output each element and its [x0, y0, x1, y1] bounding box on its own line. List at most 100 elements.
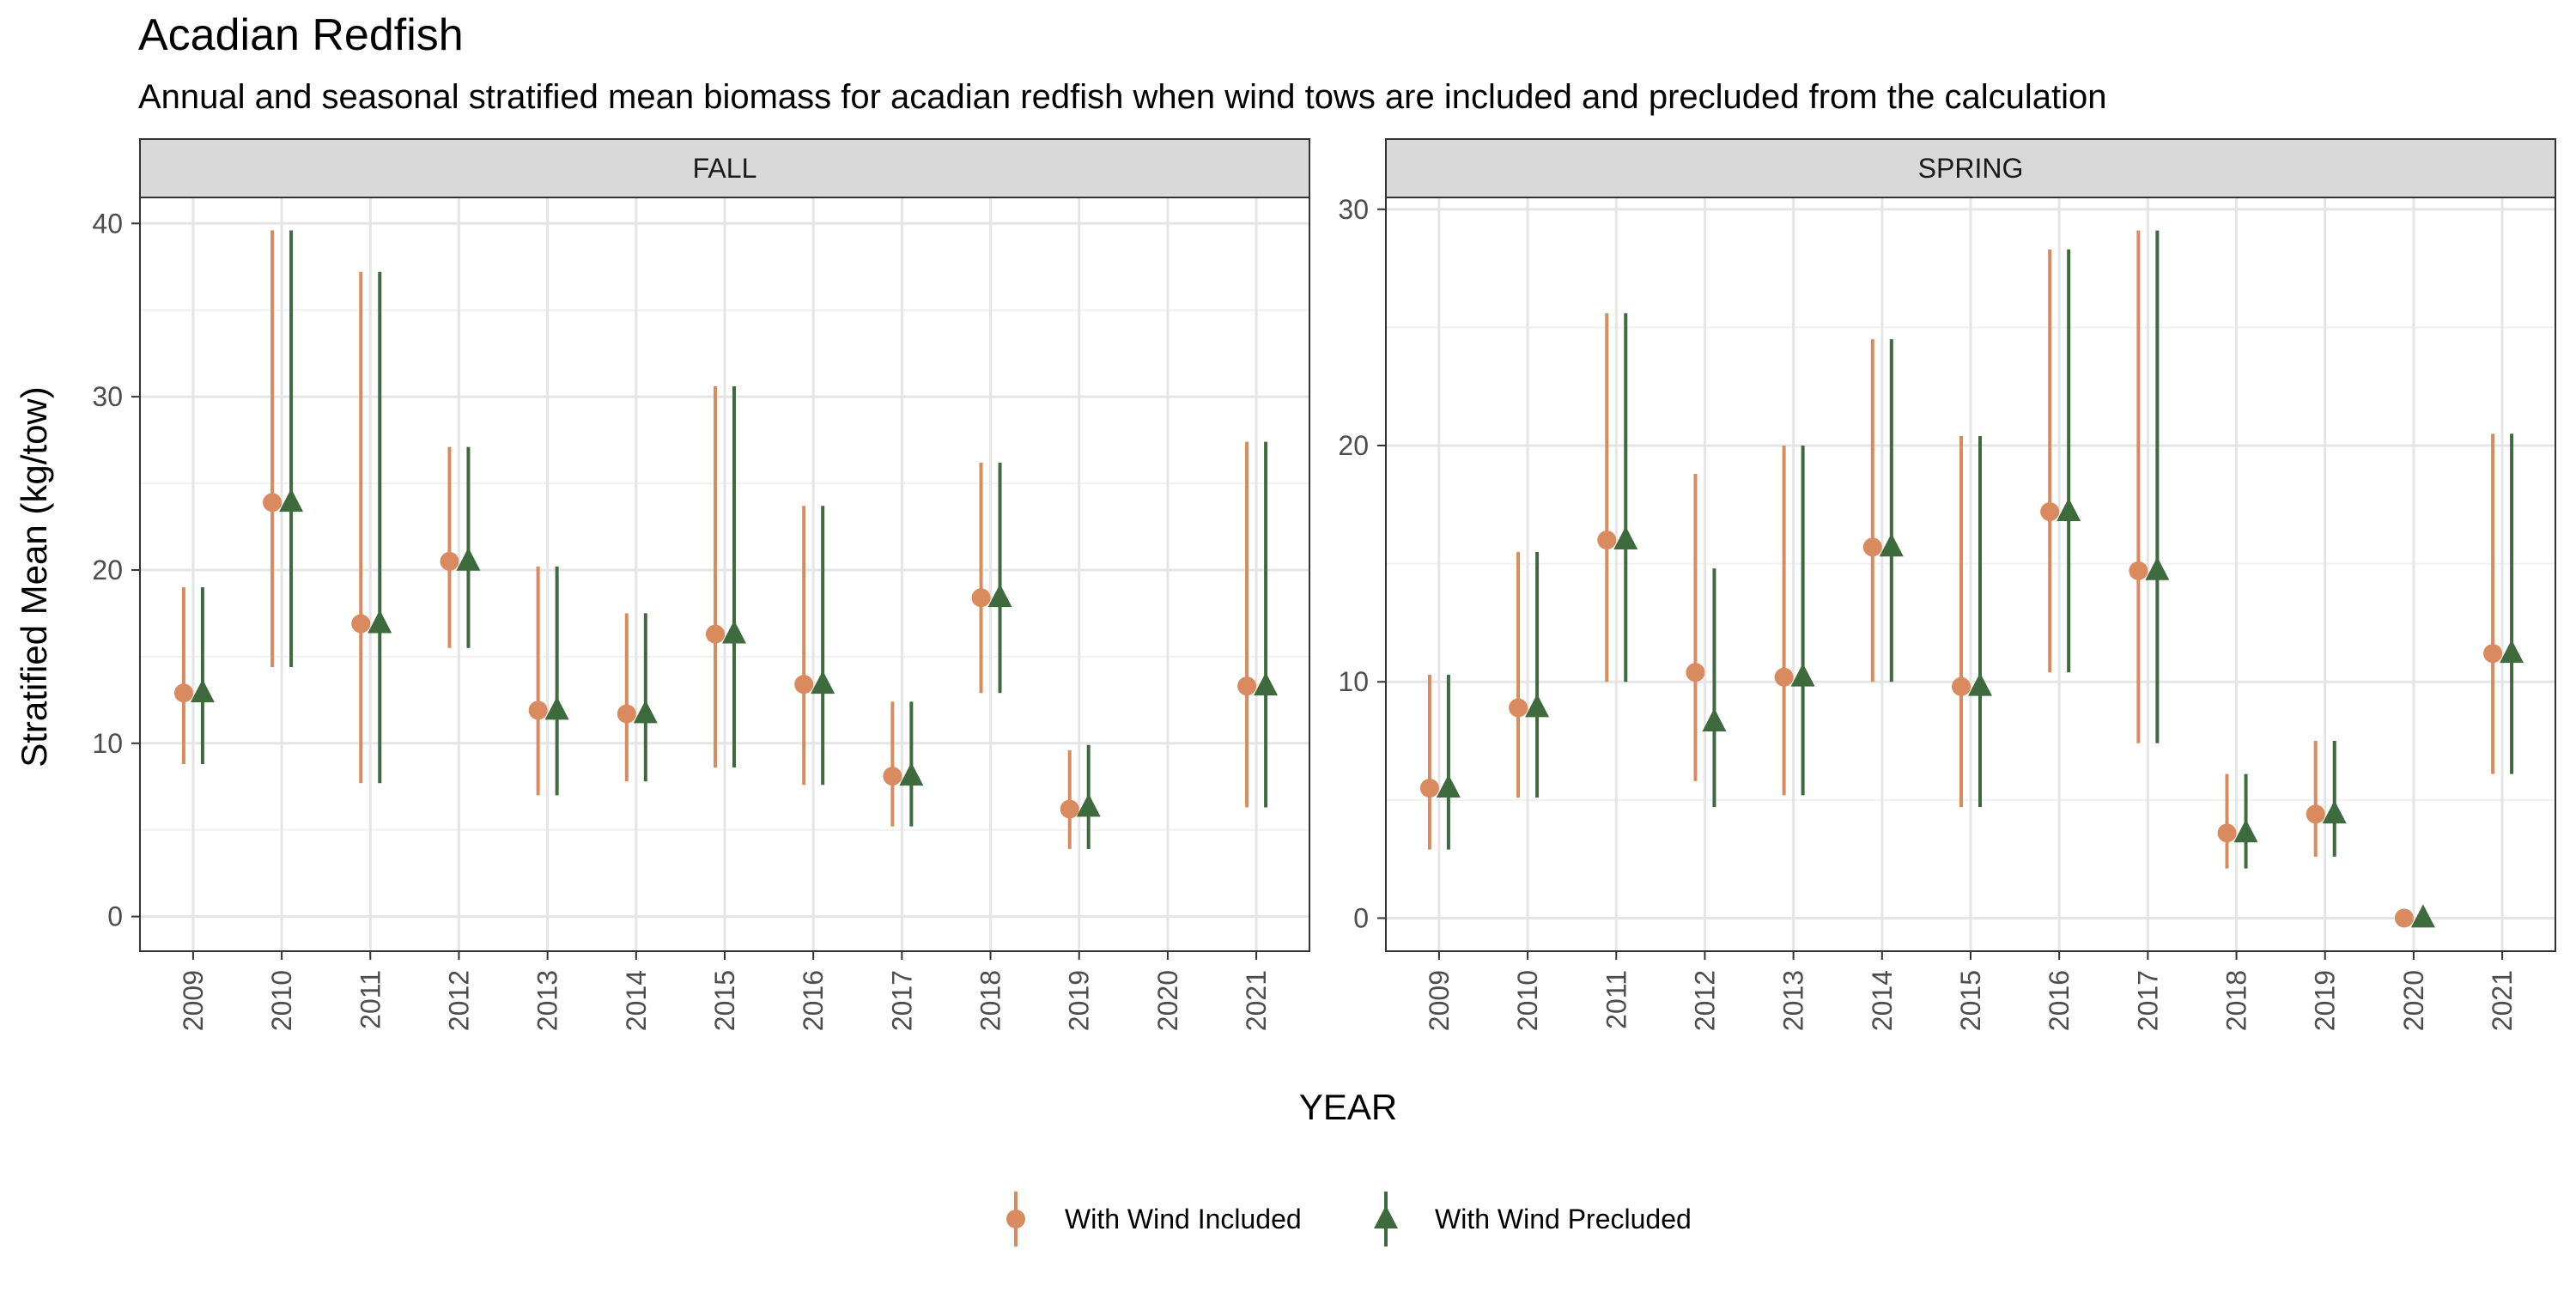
facet-strip-label: FALL [693, 153, 757, 184]
data-point [2233, 819, 2258, 843]
data-point [1702, 707, 1727, 731]
data-point [440, 551, 459, 571]
data-point [1254, 672, 1279, 696]
data-point [1952, 676, 1971, 696]
legend-label: With Wind Precluded [1435, 1204, 1692, 1234]
data-point [2322, 800, 2347, 824]
x-tick-label: 2016 [798, 970, 829, 1031]
data-point [351, 614, 371, 634]
data-point [528, 701, 548, 720]
x-tick-label: 2009 [178, 970, 209, 1031]
x-tick-label: 2018 [975, 970, 1006, 1031]
data-point [617, 704, 636, 724]
series-wind-included [1419, 230, 2503, 928]
x-tick-label: 2009 [1424, 970, 1455, 1031]
facet-strip [1385, 138, 2556, 198]
data-point [1790, 663, 1815, 687]
data-point [706, 624, 725, 644]
data-point [2040, 502, 2060, 522]
data-point [2306, 804, 2325, 824]
x-tick-label: 2020 [2398, 970, 2429, 1031]
series-wind-precluded [190, 230, 1279, 849]
data-point [544, 696, 569, 720]
x-tick-label: 2019 [2310, 970, 2341, 1031]
x-tick-label: 2011 [1601, 970, 1631, 1029]
data-point [1686, 663, 1705, 682]
data-point [811, 670, 835, 695]
x-tick-label: 2019 [1064, 970, 1095, 1031]
data-point [1862, 537, 1882, 557]
y-tick-label: 20 [1338, 430, 1369, 461]
x-tick-label: 2012 [1689, 970, 1720, 1031]
series-wind-included [173, 230, 1257, 849]
data-point [899, 762, 924, 786]
y-tick-label: 0 [107, 901, 123, 932]
data-point [279, 488, 304, 513]
data-point [987, 584, 1012, 608]
x-tick-label: 2020 [1152, 970, 1183, 1031]
data-point [368, 610, 392, 634]
data-point [1509, 698, 1528, 718]
data-point [2145, 556, 2170, 580]
data-point [2500, 640, 2524, 664]
data-point [794, 675, 814, 695]
legend-item: With Wind Precluded [1374, 1192, 1692, 1247]
x-tick-label: 2011 [355, 970, 386, 1029]
series-wind-precluded [1436, 230, 2524, 928]
legend: With Wind Included With Wind Precluded [1006, 1192, 1692, 1247]
legend-label: With Wind Included [1065, 1204, 1302, 1234]
x-tick-label: 2013 [1778, 970, 1809, 1031]
x-tick-label: 2015 [709, 970, 740, 1031]
y-tick-label: 0 [1353, 902, 1369, 933]
x-tick-label: 2016 [2044, 970, 2075, 1031]
data-point [633, 700, 658, 724]
chart-title: Acadian Redfish [138, 10, 464, 60]
data-point [173, 683, 193, 703]
chart-subtitle: Annual and seasonal stratified mean biom… [138, 78, 2106, 116]
x-tick-label: 2010 [1512, 970, 1543, 1031]
data-point [1436, 773, 1461, 798]
data-point [190, 679, 215, 703]
data-point [2483, 644, 2503, 664]
data-point [883, 767, 902, 786]
y-tick-label: 10 [1338, 666, 1369, 697]
y-tick-label: 40 [92, 208, 123, 239]
data-point [1613, 525, 1638, 550]
x-tick-label: 2012 [443, 970, 474, 1031]
data-point [456, 547, 481, 571]
data-point [1237, 676, 1257, 696]
data-point [971, 588, 991, 608]
data-point [263, 493, 283, 513]
data-point [1076, 793, 1101, 817]
data-point [1774, 667, 1794, 687]
data-point [2394, 908, 2414, 928]
y-tick-label: 10 [92, 728, 123, 759]
x-tick-label: 2015 [1955, 970, 1986, 1031]
data-point [1525, 694, 1550, 718]
data-point [1968, 672, 1992, 696]
legend-key-triangle [1374, 1205, 1398, 1228]
x-tick-label: 2017 [2132, 970, 2163, 1031]
data-point [1060, 799, 1079, 819]
data-point [722, 620, 746, 644]
x-tick-label: 2021 [2487, 970, 2518, 1031]
data-point [1879, 533, 1904, 557]
y-axis-label: Stratified Mean (kg/tow) [14, 386, 54, 767]
facet-strip-label: SPRING [1918, 153, 2024, 184]
x-tick-label: 2010 [266, 970, 297, 1031]
x-axis-label: YEAR [1299, 1087, 1397, 1127]
data-point [2410, 904, 2435, 928]
data-point [1419, 779, 1439, 798]
panel-spring: 0 10 20 30 2009 2010 2011 2012 2013 2014 2015 2016 2… [1338, 138, 2556, 1031]
y-tick-label: 20 [92, 555, 123, 585]
x-tick-label: 2013 [532, 970, 563, 1031]
data-point [2129, 561, 2148, 580]
x-tick-label: 2017 [886, 970, 917, 1031]
x-tick-label: 2018 [2221, 970, 2252, 1031]
data-point [1597, 531, 1617, 550]
legend-item: With Wind Included [1006, 1192, 1302, 1247]
panel-fall: 0 10 20 30 40 2009 2010 2011 2012 2013 2014 2015 201… [92, 138, 1310, 1031]
